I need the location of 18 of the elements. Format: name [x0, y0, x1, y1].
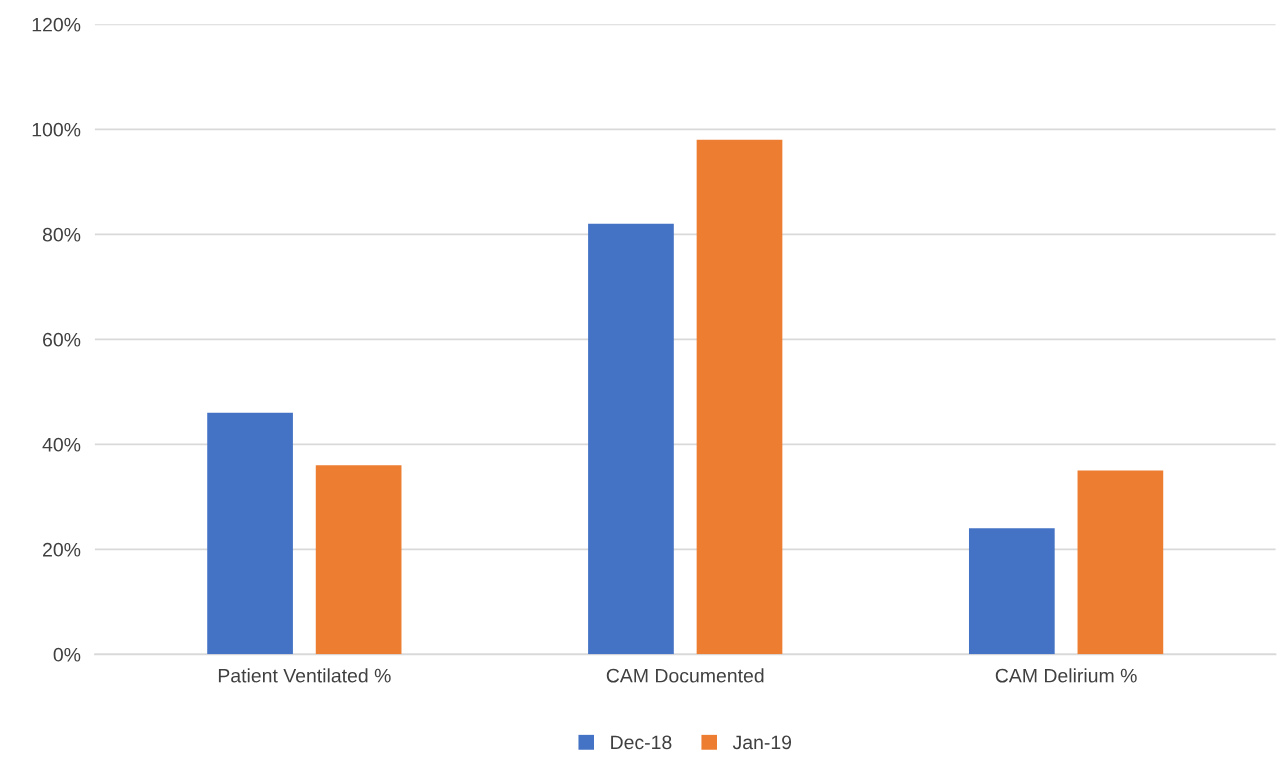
bar	[315, 465, 402, 655]
bar	[1077, 470, 1164, 655]
legend-label: Jan-19	[732, 735, 792, 750]
bar	[588, 223, 674, 655]
y-tick-label: 20%	[43, 542, 81, 557]
y-tick-label: 0%	[53, 647, 81, 662]
y-tick-label: 60%	[43, 332, 81, 347]
x-tick-label: CAM Documented	[606, 668, 764, 683]
bar	[968, 528, 1055, 655]
y-tick-label: 100%	[32, 122, 81, 137]
bar	[207, 412, 293, 655]
x-tick-label: CAM Delirium %	[995, 668, 1137, 683]
y-tick-label: 40%	[42, 437, 81, 452]
legend-label: Dec-18	[611, 735, 672, 750]
bar	[696, 139, 783, 655]
x-tick-label: Patient Ventilated %	[218, 668, 391, 683]
y-tick-label: 80%	[42, 227, 81, 242]
y-tick-label: 120%	[32, 17, 81, 32]
